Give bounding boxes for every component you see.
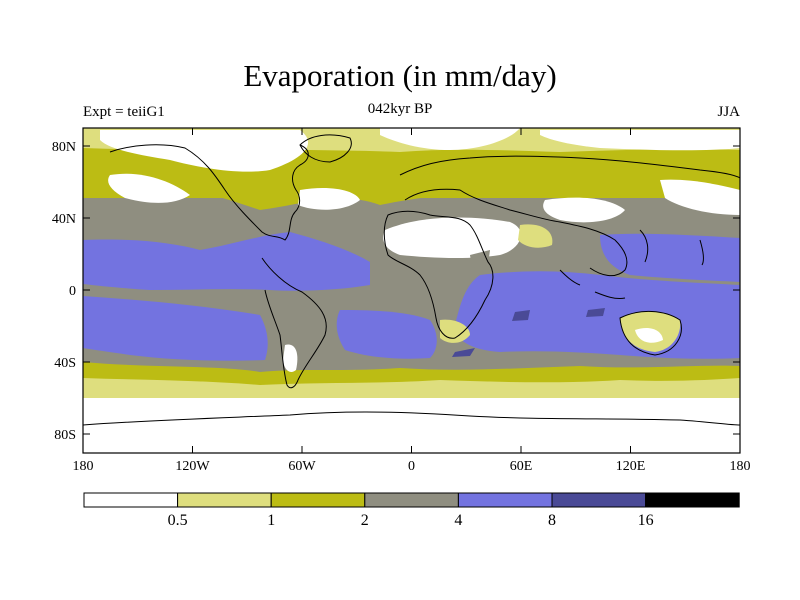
islands-coast (559, 229, 649, 299)
australia-coast (619, 310, 682, 356)
lon-label-120w: 120W (175, 459, 210, 474)
japan-coast (699, 239, 704, 266)
field-peak-1 (512, 310, 530, 321)
field-nwpacific-dry (660, 179, 740, 215)
field-gobi-dry (543, 197, 625, 223)
colorbar-level-label: 1 (267, 512, 275, 529)
colorbar-level-label: 2 (361, 512, 369, 529)
colorbar-level-label: 0.5 (168, 512, 188, 529)
lon-tick-marks (82, 128, 741, 453)
field-canada-dry (100, 130, 309, 172)
colorbar-box-0 (83, 492, 179, 508)
field-sahara-dry (383, 217, 521, 259)
coastlines (83, 134, 740, 426)
evaporation-field (83, 128, 740, 453)
lat-label-80s: 80S (54, 428, 76, 443)
africa-coast (383, 210, 494, 339)
colorbar: 0.5 1 2 4 8 16 (83, 492, 740, 529)
field-wpacific (600, 233, 740, 282)
field-patagonia-dry (283, 344, 298, 372)
north-america-coast (109, 144, 309, 241)
lon-label-180w: 180 (73, 459, 94, 474)
colorbar-level-label: 16 (638, 512, 654, 529)
greenland-coast (299, 134, 352, 163)
lon-label-180e: 180 (730, 459, 751, 474)
field-siberia-dry (540, 130, 740, 151)
field-peak-2 (452, 348, 475, 357)
lon-label-120e: 120E (616, 459, 646, 474)
colorbar-box-3 (364, 492, 459, 508)
colorbar-level-label: 4 (454, 512, 462, 529)
season-label: JJA (717, 104, 740, 120)
field-satlantic-trade (336, 310, 437, 359)
field-arabia-light (518, 224, 553, 248)
colorbar-box-5 (551, 492, 647, 508)
antarctica-coast (83, 411, 740, 426)
lon-label-60e: 60E (510, 459, 533, 474)
lat-tick-marks (83, 145, 740, 435)
lon-label-0: 0 (408, 459, 415, 474)
field-spacific-trade (83, 296, 268, 361)
field-arctic-ocean-dry (380, 128, 520, 150)
field-south-light-band (83, 378, 740, 400)
field-natlantic-dry (298, 188, 360, 210)
colorbar-level-label: 8 (548, 512, 556, 529)
colorbar-box-2 (270, 492, 366, 508)
lat-label-40n: 40N (52, 212, 76, 227)
field-antarctica-dry (83, 398, 740, 453)
lat-label-0: 0 (69, 284, 76, 299)
lon-label-60w: 60W (288, 459, 316, 474)
colorbar-box-1 (177, 492, 272, 508)
field-peak-3 (586, 308, 605, 317)
field-npacific-trade (83, 232, 370, 291)
colorbar-box-6 (645, 492, 740, 508)
experiment-label: Expt = teiiG1 (83, 104, 165, 120)
lat-label-80n: 80N (52, 140, 76, 155)
chart-title: Evaporation (in mm/day) (243, 58, 557, 93)
colorbar-box-4 (457, 492, 553, 508)
eurasia-north-coast (399, 155, 740, 179)
lat-label-40s: 40S (54, 356, 76, 371)
eurasia-south-coast (404, 188, 628, 277)
field-australia-dry (635, 328, 663, 343)
field-npacific-dry (108, 173, 190, 203)
chart-subtitle: 042kyr BP (367, 101, 433, 117)
south-america-coast (261, 257, 327, 389)
